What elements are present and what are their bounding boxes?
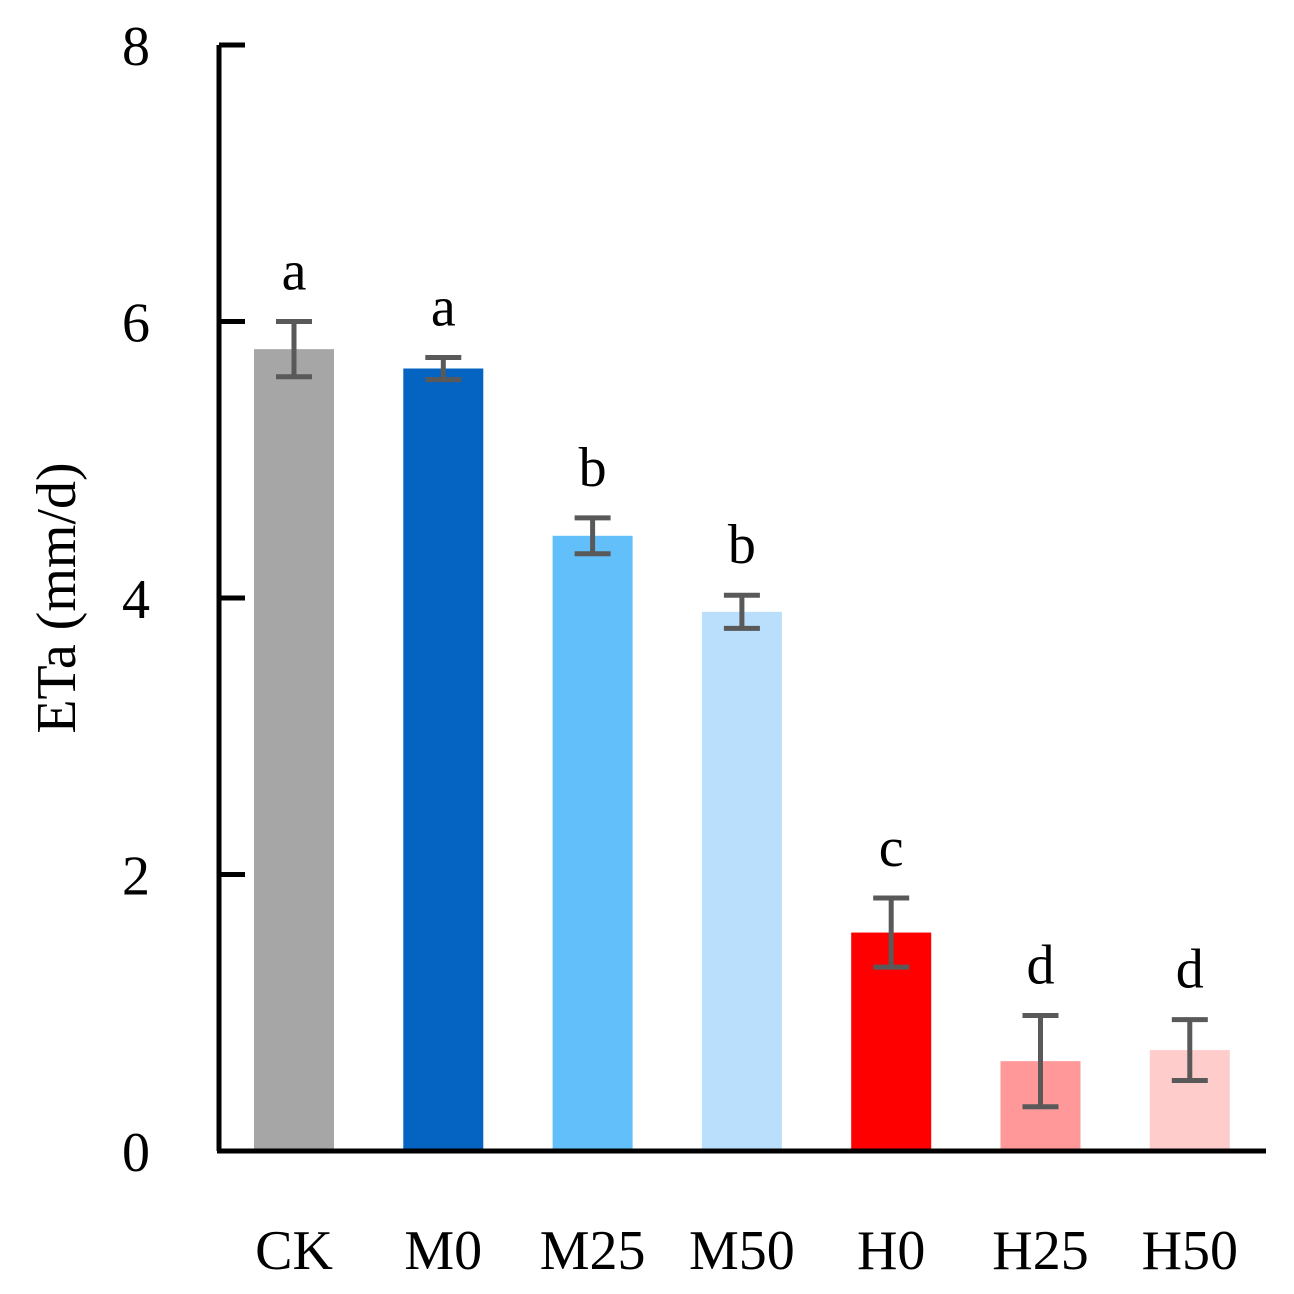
- bar-ck: [254, 349, 334, 1151]
- significance-label-m25: b: [579, 437, 607, 499]
- bar-m25: [552, 535, 633, 1151]
- y-tick-label: 8: [122, 16, 150, 78]
- error-bar-m0: [425, 354, 462, 383]
- significance-label-ck: a: [282, 241, 307, 303]
- y-tick-label: 2: [122, 846, 150, 908]
- significance-label-h25: d: [1027, 935, 1055, 997]
- error-bar-m25: [574, 515, 611, 557]
- bar-m50: [701, 611, 782, 1151]
- x-tick-label-m50: M50: [689, 1220, 795, 1282]
- error-bar-h25: [1022, 1013, 1059, 1110]
- error-bars-group: [276, 319, 1208, 1110]
- bar-m0: [403, 368, 484, 1151]
- x-tick-label-h0: H0: [857, 1220, 925, 1282]
- x-tick-label-m0: M0: [404, 1220, 482, 1282]
- error-bar-m50: [723, 592, 760, 631]
- error-bar-h0: [873, 895, 910, 970]
- y-ticks-group: 0 2 4 6 8: [122, 16, 245, 1184]
- significance-label-h0: c: [879, 817, 904, 879]
- bars-group: [254, 349, 1230, 1151]
- significance-label-m0: a: [431, 276, 456, 338]
- significance-label-h50: d: [1176, 939, 1204, 1001]
- significance-labels-group: a a b b c d d: [282, 241, 1204, 1001]
- y-tick-label: 0: [122, 1122, 150, 1184]
- x-tick-label-h50: H50: [1142, 1220, 1238, 1282]
- error-bar-ck: [276, 319, 312, 380]
- x-tick-label-m25: M25: [540, 1220, 646, 1282]
- x-tick-label-ck: CK: [255, 1220, 333, 1282]
- y-tick-label: 4: [122, 569, 150, 631]
- error-bar-h50: [1171, 1017, 1208, 1083]
- x-tick-label-h25: H25: [992, 1220, 1088, 1282]
- significance-label-m50: b: [728, 514, 756, 576]
- y-tick-label: 6: [122, 293, 150, 355]
- x-labels-group: CK M0 M25 M50 H0 H25 H50: [255, 1220, 1238, 1282]
- y-axis-title: ETa (mm/d): [26, 462, 88, 733]
